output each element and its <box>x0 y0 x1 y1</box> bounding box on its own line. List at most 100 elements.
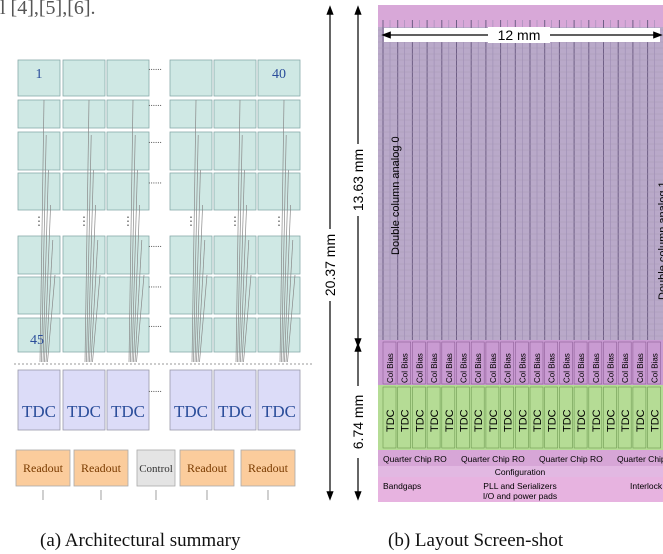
pixel-cell <box>258 132 300 170</box>
pixel-cell <box>214 318 256 352</box>
cell-first: 1 <box>36 67 43 82</box>
col-bias: Col Bias <box>592 353 601 383</box>
pixel-cell <box>258 318 300 352</box>
tdc-chip: TDC <box>606 409 618 432</box>
col-bias: Col Bias <box>548 353 557 383</box>
cell-last-col: 40 <box>272 67 286 82</box>
pixel-cell <box>258 100 300 128</box>
tdc-block <box>214 370 256 430</box>
pixel-cell <box>63 132 105 170</box>
pixel-cell <box>107 173 149 210</box>
col-bias: Col Bias <box>651 353 660 383</box>
col-bias: Col Bias <box>533 353 542 383</box>
pixel-cell <box>63 60 105 96</box>
quarter-ro: Quarter Chip RO <box>383 454 447 464</box>
chip-top <box>378 5 663 27</box>
caption-a: (a) Architectural summary <box>40 530 241 551</box>
pixel-cell <box>18 173 60 210</box>
col-bias: Col Bias <box>518 353 527 383</box>
pixel-cell <box>18 277 60 314</box>
tdc-chip: TDC <box>650 409 662 432</box>
configuration: Configuration <box>495 467 546 477</box>
column-dots: ⋮ <box>122 214 134 228</box>
tdc-chip: TDC <box>503 409 515 432</box>
tdc-chip: TDC <box>400 409 412 432</box>
pixel-cell <box>63 236 105 274</box>
block-label: Readout <box>187 461 228 475</box>
pixel-cell <box>258 173 300 210</box>
tdc-label: TDC <box>218 402 252 421</box>
pixel-cell <box>63 318 105 352</box>
tdc-label: TDC <box>174 402 208 421</box>
row-dots: ...... <box>148 98 162 108</box>
column-dots: ⋮ <box>229 214 241 228</box>
quarter-ro: Quarter Chip RO <box>539 454 603 464</box>
pixel-cell <box>107 60 149 96</box>
quarter-ro: Quarter Chip RO <box>617 454 663 464</box>
pixel-cell <box>63 277 105 314</box>
pixel-cell <box>107 277 149 314</box>
pixel-cell <box>214 173 256 210</box>
tdc-block <box>63 370 105 430</box>
tdc-label: TDC <box>262 402 296 421</box>
page: l [4],[5],[6]. (a) Architectural summary… <box>0 0 663 554</box>
pixel-cell <box>214 236 256 274</box>
col-bias: Col Bias <box>460 353 469 383</box>
tdc-label: TDC <box>67 402 101 421</box>
row-dots: ...... <box>148 384 162 394</box>
block-label: Readout <box>248 461 289 475</box>
col-bias: Col Bias <box>445 353 454 383</box>
tdc-chip: TDC <box>561 409 573 432</box>
pixel-cell <box>214 60 256 96</box>
tdc-chip: TDC <box>385 409 397 432</box>
pixel-cell <box>170 100 212 128</box>
tdc-block <box>258 370 300 430</box>
block-label: Control <box>139 463 173 475</box>
dim-label: 6.74 mm <box>350 395 366 449</box>
cut-label: Double column analog 1 <box>657 181 663 300</box>
pixel-cell <box>63 100 105 128</box>
row-dots: ...... <box>148 135 162 145</box>
pixel-cell <box>18 236 60 274</box>
col-bias: Col Bias <box>621 353 630 383</box>
pll: PLL and Serializers <box>483 481 556 491</box>
top-text: l [4],[5],[6]. <box>0 0 96 19</box>
col-bias: Col Bias <box>504 353 513 383</box>
pixel-cell <box>170 132 212 170</box>
pixel-cell <box>18 132 60 170</box>
pixel-cell <box>107 100 149 128</box>
tdc-block <box>107 370 149 430</box>
pixel-cell <box>170 173 212 210</box>
column-dots: ⋮ <box>273 214 285 228</box>
chip-matrix <box>378 27 663 340</box>
tdc-label: TDC <box>111 402 145 421</box>
tdc-chip: TDC <box>488 409 500 432</box>
tdc-chip: TDC <box>414 409 426 432</box>
pixel-cell <box>214 132 256 170</box>
tdc-chip: TDC <box>591 409 603 432</box>
bandgaps: Bandgaps <box>383 481 421 491</box>
column-dots: ⋮ <box>78 214 90 228</box>
pixel-cell <box>214 100 256 128</box>
pixel-cell <box>258 236 300 274</box>
dim-label: 20.37 mm <box>322 234 338 296</box>
pixel-cell <box>107 318 149 352</box>
pixel-cell <box>170 236 212 274</box>
tdc-chip: TDC <box>473 409 485 432</box>
row-dots: ...... <box>148 62 162 72</box>
col-bias: Col Bias <box>430 353 439 383</box>
tdc-chip: TDC <box>429 409 441 432</box>
row-dots: ...... <box>148 239 162 249</box>
row-dots: ...... <box>148 319 162 329</box>
pixel-cell <box>170 60 212 96</box>
figure: l [4],[5],[6]. (a) Architectural summary… <box>0 0 663 554</box>
block-label: Readout <box>23 461 64 475</box>
tdc-label: TDC <box>22 402 56 421</box>
col-bias: Col Bias <box>607 353 616 383</box>
col-bias: Col Bias <box>562 353 571 383</box>
col-bias: Col Bias <box>489 353 498 383</box>
pixel-cell <box>170 318 212 352</box>
pixel-cell <box>18 100 60 128</box>
col-bias: Col Bias <box>474 353 483 383</box>
column-label: Double column analog 0 <box>390 136 402 255</box>
